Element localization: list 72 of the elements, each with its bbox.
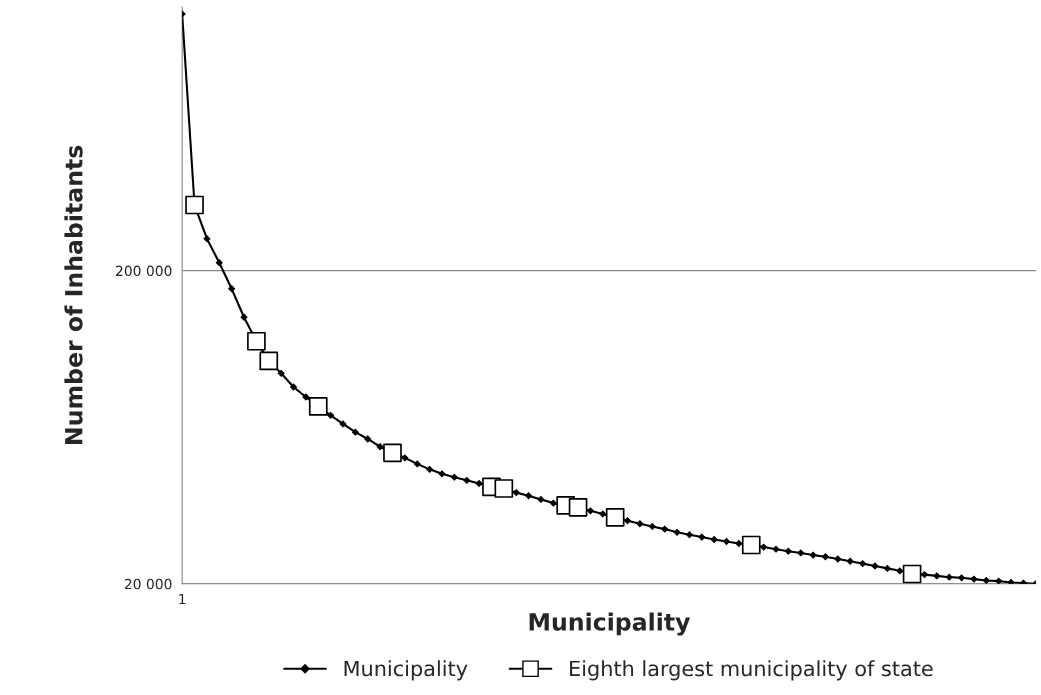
point — [475, 480, 483, 488]
point — [846, 557, 854, 565]
point — [710, 536, 718, 543]
point — [772, 545, 780, 553]
point — [586, 507, 594, 515]
point — [525, 492, 533, 500]
point — [945, 573, 953, 581]
point — [463, 476, 471, 484]
point — [537, 495, 545, 503]
point — [760, 543, 768, 551]
point — [883, 564, 891, 572]
point — [512, 489, 520, 497]
point — [636, 520, 644, 528]
point — [859, 560, 867, 568]
point — [290, 383, 297, 391]
point — [896, 567, 904, 575]
point — [450, 473, 458, 481]
point — [549, 499, 557, 507]
point — [568, 497, 588, 517]
x-tick-label: 1 — [179, 593, 186, 605]
point — [624, 517, 632, 525]
point — [871, 562, 879, 570]
point — [958, 574, 966, 582]
point — [648, 522, 656, 530]
y-tick-label: 200 000 — [116, 265, 172, 277]
point — [308, 397, 328, 416]
point — [302, 393, 310, 401]
point — [339, 420, 347, 428]
point — [920, 571, 928, 579]
point — [327, 411, 335, 419]
y-tick-label: 20 000 — [124, 578, 172, 590]
point — [438, 470, 446, 478]
point — [364, 435, 372, 443]
point — [1007, 578, 1015, 584]
legend-label: Eighth largest municipality of state — [570, 660, 933, 681]
point — [685, 531, 693, 539]
point — [723, 538, 730, 545]
point — [933, 572, 941, 580]
point — [784, 547, 792, 555]
point — [247, 331, 266, 351]
point — [215, 259, 223, 267]
point — [401, 454, 409, 462]
point — [599, 510, 607, 518]
point — [797, 549, 805, 557]
point — [995, 577, 1003, 584]
point — [413, 460, 421, 468]
point — [383, 443, 402, 463]
point — [494, 479, 514, 498]
point — [185, 195, 204, 215]
point — [259, 351, 279, 371]
point — [673, 528, 681, 536]
point — [351, 428, 359, 436]
point — [834, 555, 842, 563]
point — [902, 564, 922, 584]
point — [970, 575, 978, 583]
point — [809, 551, 817, 559]
point — [735, 540, 743, 547]
point — [228, 285, 236, 293]
point — [203, 235, 211, 243]
point — [277, 369, 285, 377]
point — [605, 508, 625, 527]
y-axis-title: Number of Inhabitants — [64, 145, 83, 444]
point — [426, 465, 434, 473]
point — [661, 525, 669, 533]
point — [982, 576, 990, 584]
point — [376, 443, 384, 451]
legend-label: Municipality — [344, 660, 468, 681]
point — [822, 553, 829, 561]
point — [741, 535, 761, 555]
x-axis-title: Municipality — [529, 612, 691, 636]
point — [698, 533, 706, 541]
point — [240, 313, 248, 321]
